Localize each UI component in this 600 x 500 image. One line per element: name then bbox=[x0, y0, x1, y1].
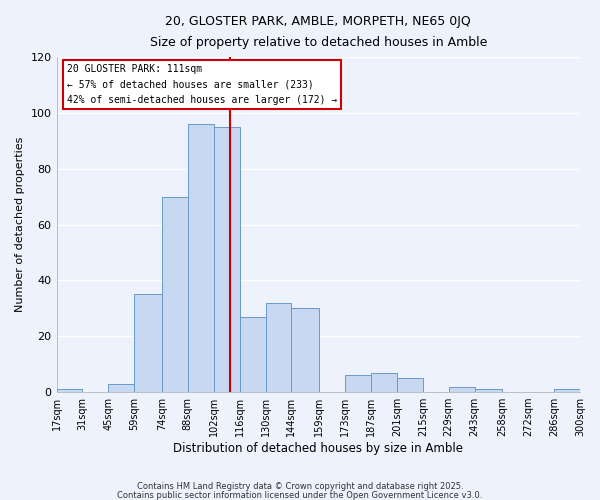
Text: 20 GLOSTER PARK: 111sqm
← 57% of detached houses are smaller (233)
42% of semi-d: 20 GLOSTER PARK: 111sqm ← 57% of detache… bbox=[67, 64, 337, 105]
Bar bbox=[292, 308, 319, 392]
Title: 20, GLOSTER PARK, AMBLE, MORPETH, NE65 0JQ
Size of property relative to detached: 20, GLOSTER PARK, AMBLE, MORPETH, NE65 0… bbox=[149, 15, 487, 49]
Bar bbox=[239, 316, 266, 392]
X-axis label: Distribution of detached houses by size in Amble: Distribution of detached houses by size … bbox=[173, 442, 463, 455]
Y-axis label: Number of detached properties: Number of detached properties bbox=[15, 137, 25, 312]
Bar bbox=[266, 303, 292, 392]
Bar bbox=[345, 376, 371, 392]
Text: Contains HM Land Registry data © Crown copyright and database right 2025.: Contains HM Land Registry data © Crown c… bbox=[137, 482, 463, 491]
Bar bbox=[56, 390, 82, 392]
Bar bbox=[554, 390, 580, 392]
Bar bbox=[475, 390, 502, 392]
Bar bbox=[214, 127, 239, 392]
Bar bbox=[109, 384, 134, 392]
Bar bbox=[188, 124, 214, 392]
Bar bbox=[371, 372, 397, 392]
Text: Contains public sector information licensed under the Open Government Licence v3: Contains public sector information licen… bbox=[118, 490, 482, 500]
Bar bbox=[134, 294, 162, 392]
Bar bbox=[397, 378, 423, 392]
Bar bbox=[449, 386, 475, 392]
Bar bbox=[162, 196, 188, 392]
